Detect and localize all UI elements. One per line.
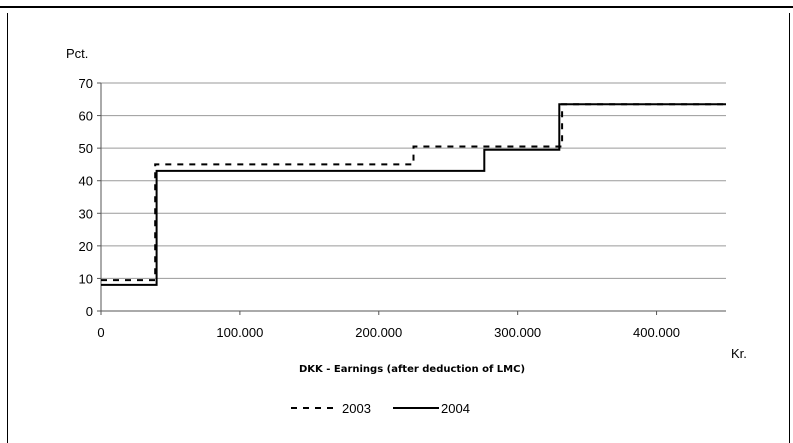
y-tick-label: 10 — [79, 271, 93, 286]
legend-label-2003: 2003 — [342, 401, 371, 416]
legend: 2003 2004 — [291, 401, 470, 416]
x-axis-title: DKK - Earnings (after deduction of LMC) — [299, 364, 525, 375]
gridlines — [101, 82, 726, 279]
x-tick-label: 400.000 — [633, 325, 680, 340]
chart: 0 10 20 30 40 50 60 70 0 100.000 200.000 300.000 400… — [66, 46, 747, 416]
y-tick-label: 40 — [79, 174, 93, 189]
x-tick-label: 0 — [97, 325, 104, 340]
x-axis-unit-label: Kr. — [731, 346, 747, 361]
series-line-2003 — [101, 103, 726, 282]
y-tick-label: 70 — [79, 76, 93, 91]
x-tick-label: 300.000 — [494, 325, 541, 340]
y-tick-label: 50 — [79, 141, 93, 156]
y-tick-label: 20 — [79, 239, 93, 254]
y-axis-unit-label: Pct. — [66, 46, 88, 61]
x-tick-label: 200.000 — [355, 325, 402, 340]
y-tick-label: 0 — [86, 304, 93, 319]
top-rule — [0, 6, 793, 8]
series-line-2004 — [101, 103, 726, 286]
y-tick-label: 60 — [79, 109, 93, 124]
axes — [97, 82, 726, 315]
series-lines — [101, 103, 726, 286]
chart-frame — [7, 13, 790, 443]
legend-label-2004: 2004 — [441, 401, 470, 416]
tick-labels: 0 10 20 30 40 50 60 70 0 100.000 200.000 300.000 400… — [79, 76, 681, 340]
x-tick-label: 100.000 — [216, 325, 263, 340]
y-tick-label: 30 — [79, 206, 93, 221]
